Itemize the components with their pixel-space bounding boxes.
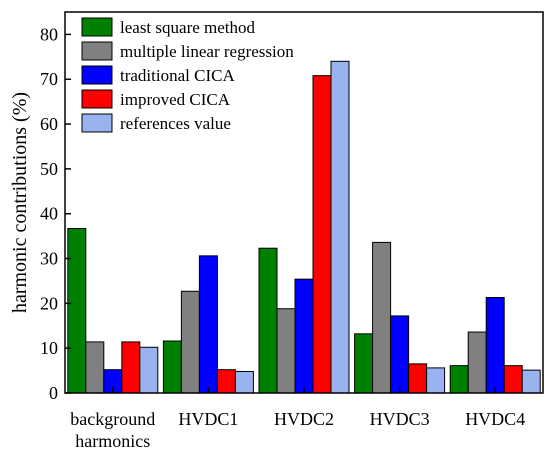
bar-multiple-linear-regression-0 bbox=[85, 341, 105, 394]
bar-traditional-CICA-4 bbox=[485, 297, 505, 394]
y-tick-label: 40 bbox=[40, 204, 58, 224]
y-axis-title: harmonic contributions (%) bbox=[9, 92, 31, 313]
bar-least-square-method-4 bbox=[449, 365, 469, 394]
bar-least-square-method-0 bbox=[67, 227, 87, 394]
bar-least-square-method-3 bbox=[354, 333, 374, 394]
bar-improved-CICA-2 bbox=[312, 75, 332, 394]
legend-label: least square method bbox=[120, 18, 256, 37]
x-category-label: harmonics bbox=[75, 431, 150, 451]
bar-least-square-method-1 bbox=[162, 340, 182, 394]
bar-traditional-CICA-2 bbox=[294, 278, 314, 394]
bar-improved-CICA-0 bbox=[121, 341, 141, 394]
bar-least-square-method-2 bbox=[258, 247, 278, 394]
x-category-label: HVDC1 bbox=[178, 409, 238, 429]
bar-references-value-2 bbox=[330, 60, 350, 394]
y-tick-label: 70 bbox=[40, 69, 58, 89]
y-tick-label: 0 bbox=[49, 383, 58, 403]
bar-references-value-0 bbox=[139, 346, 159, 394]
bar-multiple-linear-regression-4 bbox=[467, 331, 487, 394]
bar-references-value-4 bbox=[521, 369, 541, 394]
bar-references-value-3 bbox=[426, 367, 446, 394]
legend-swatch bbox=[81, 65, 113, 85]
y-tick-label: 60 bbox=[40, 114, 58, 134]
y-tick-label: 10 bbox=[40, 338, 58, 358]
legend-label: multiple linear regression bbox=[120, 42, 294, 61]
bar-references-value-1 bbox=[234, 370, 254, 394]
bar-traditional-CICA-3 bbox=[390, 315, 410, 394]
y-tick-label: 50 bbox=[40, 159, 58, 179]
x-category-label: HVDC2 bbox=[274, 409, 334, 429]
bar-improved-CICA-4 bbox=[503, 365, 523, 394]
x-category-label: HVDC3 bbox=[370, 409, 430, 429]
y-tick-label: 20 bbox=[40, 293, 58, 313]
legend-label: improved CICA bbox=[120, 90, 231, 109]
legend-label: references value bbox=[120, 114, 231, 133]
legend-swatch bbox=[81, 41, 113, 61]
x-category-label: HVDC4 bbox=[465, 409, 525, 429]
bar-multiple-linear-regression-1 bbox=[180, 290, 200, 394]
bar-multiple-linear-regression-3 bbox=[372, 241, 392, 394]
bar-multiple-linear-regression-2 bbox=[276, 308, 296, 394]
bar-improved-CICA-3 bbox=[408, 363, 428, 394]
y-axis: 0 10 20 30 40 50 60 70 80 bbox=[40, 24, 71, 403]
legend-swatch bbox=[81, 113, 113, 133]
bars-group bbox=[67, 60, 541, 394]
legend-swatch bbox=[81, 89, 113, 109]
y-tick-label: 30 bbox=[40, 249, 58, 269]
legend-label: traditional CICA bbox=[120, 66, 235, 85]
bar-improved-CICA-1 bbox=[216, 369, 236, 394]
legend-swatch bbox=[81, 17, 113, 37]
y-tick-label: 80 bbox=[40, 24, 58, 44]
x-category-label: background bbox=[70, 409, 155, 429]
legend: least square method multiple linear regre… bbox=[81, 17, 294, 133]
bar-traditional-CICA-1 bbox=[198, 255, 218, 394]
